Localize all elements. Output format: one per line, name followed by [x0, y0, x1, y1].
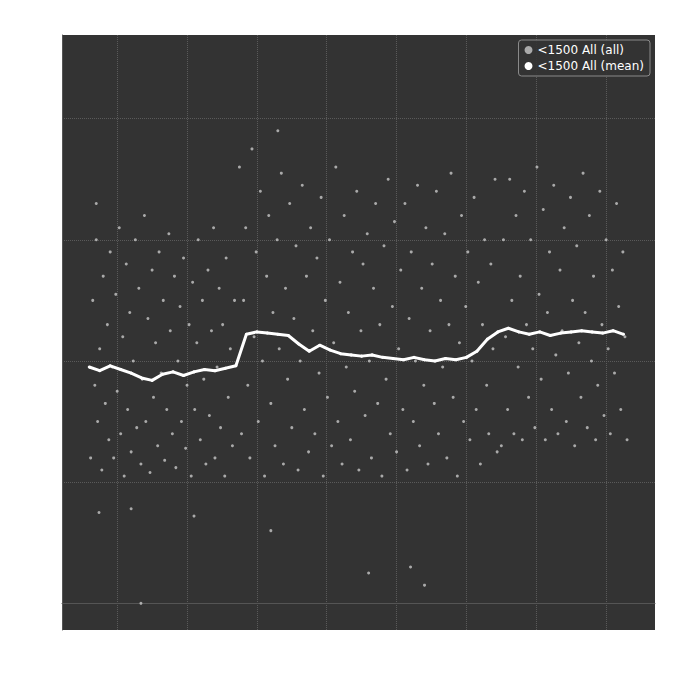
svg-text:<1500 All (all): <1500 All (all) — [538, 43, 624, 57]
svg-text:<1500 All (mean): <1500 All (mean) — [538, 59, 645, 73]
